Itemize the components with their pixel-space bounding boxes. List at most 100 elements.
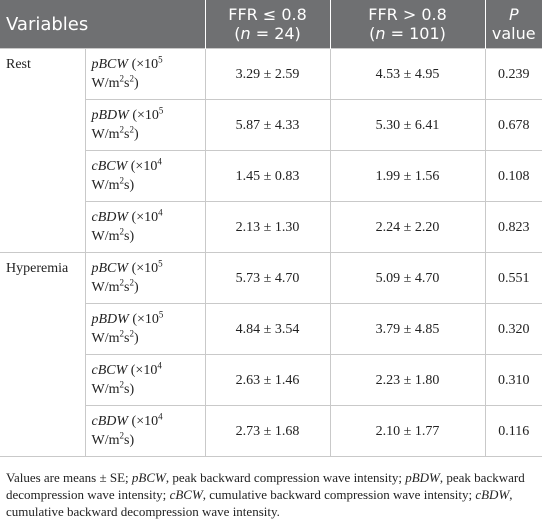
superscript: 4 [158, 207, 163, 218]
superscript: 5 [158, 54, 163, 65]
value-cell: 0.239 [484, 48, 542, 100]
value-cell: 5.30 ± 6.41 [329, 99, 486, 151]
text: (×10 [127, 159, 158, 174]
header-line: Variables [6, 15, 199, 34]
text: Variables [6, 13, 89, 35]
value-cell: 1.99 ± 1.56 [329, 150, 486, 202]
header-line: FFR ≤ 0.8 [212, 5, 324, 24]
table-row: Rest pBCW (×105 W/m2s2) 3.29 ± 2.59 4.53 ± … [0, 48, 542, 253]
value-cell: 4.53 ± 4.95 [329, 48, 486, 100]
italic-text: cBCW [91, 363, 128, 378]
text: W/m [91, 331, 120, 346]
value-cell: 4.84 ± 3.54 [204, 303, 331, 355]
value-cell: 0.678 [484, 99, 542, 151]
superscript: 2 [119, 226, 125, 237]
text: ) [133, 331, 139, 346]
superscript: 2 [129, 73, 134, 84]
text: W/m [91, 229, 120, 244]
text: FFR > 0.8 [368, 5, 447, 24]
text: = 101) [385, 24, 446, 43]
text: ( [369, 24, 376, 43]
table-row: Hyperemia pBCW (×105 W/m2s2) 5.73 ± 4.70 5.… [0, 252, 542, 457]
text: , cumulative backward compression wave i… [202, 487, 476, 502]
value-cell: 5.09 ± 4.70 [329, 252, 486, 304]
variable-cell: pBCW (×105 W/m2s2) [84, 252, 206, 304]
text: W/m [91, 280, 120, 295]
text: s [124, 280, 130, 295]
variable-cell: pBDW (×105 W/m2s2) [85, 99, 206, 151]
text: ( [234, 24, 241, 43]
superscript: 2 [119, 430, 125, 441]
table-row: pBDW (×105 W/m2s2) 4.84 ± 3.54 3.79 ± 4.85… [0, 303, 542, 355]
italic-text: cBDW [475, 487, 510, 502]
text: Values are means ± SE; [6, 470, 132, 485]
superscript: 4 [157, 360, 162, 371]
italic-text: pBCW [131, 470, 166, 485]
superscript: 2 [129, 277, 134, 288]
variable-cell: cBCW (×104 W/m2s) [85, 354, 206, 406]
text: (×10 [128, 312, 159, 327]
superscript: 2 [119, 379, 125, 390]
value-cell: 0.108 [484, 150, 542, 202]
text: (×10 [128, 261, 159, 276]
text: s) [124, 229, 135, 244]
value-cell: 0.551 [484, 252, 542, 304]
text: W/m [91, 433, 120, 448]
text: W/m [91, 76, 120, 91]
group-cell: Hyperemia [0, 252, 86, 457]
table-row: cBCW (×104 W/m2s) 2.63 ± 1.46 2.23 ± 1.80 0… [0, 354, 542, 406]
text: s) [124, 178, 135, 193]
footnote: Values are means ± SE; pBCW, peak backwa… [0, 457, 542, 520]
italic-text: n [240, 24, 251, 43]
italic-text: n [375, 24, 386, 43]
text: (×10 [128, 414, 159, 429]
text: W/m [91, 382, 120, 397]
header-line: (n = 101) [337, 24, 479, 43]
text: ) [133, 280, 139, 295]
header-cell: Variables [0, 0, 206, 49]
superscript: 5 [158, 258, 163, 269]
italic-text: pBCW [91, 261, 129, 276]
value-cell: 2.13 ± 1.30 [204, 201, 331, 253]
italic-text: pBCW [91, 57, 129, 72]
value-cell: 2.63 ± 1.46 [204, 354, 331, 406]
text: (×10 [127, 363, 158, 378]
value-cell: 0.320 [484, 303, 542, 355]
superscript: 2 [119, 73, 125, 84]
variable-cell: cBCW (×104 W/m2s) [85, 150, 206, 202]
table-body: Rest pBCW (×105 W/m2s2) 3.29 ± 2.59 4.53 ± … [0, 48, 542, 457]
table-row: pBDW (×105 W/m2s2) 5.87 ± 4.33 5.30 ± 6.41… [0, 99, 542, 151]
text: W/m [91, 127, 120, 142]
italic-text: pBDW [91, 108, 129, 123]
superscript: 4 [157, 156, 162, 167]
header-line: (n = 24) [212, 24, 324, 43]
text: = 24) [250, 24, 301, 43]
variable-cell: pBCW (×105 W/m2s2) [84, 48, 206, 100]
superscript: 2 [119, 328, 125, 339]
header-row: Variables FFR ≤ 0.8 (n = 24) FFR > 0.8 (n = … [0, 0, 542, 49]
data-table: Variables FFR ≤ 0.8 (n = 24) FFR > 0.8 (n = … [0, 0, 542, 457]
value-cell: 0.823 [484, 201, 542, 253]
italic-text: cBDW [91, 210, 129, 225]
text: ) [133, 127, 139, 142]
superscript: 2 [119, 175, 125, 186]
value-cell: 2.73 ± 1.68 [204, 405, 331, 457]
value-cell: 2.23 ± 1.80 [329, 354, 486, 406]
text: s [124, 331, 130, 346]
table-row: cBDW (×104 W/m2s) 2.73 ± 1.68 2.10 ± 1.77 0… [0, 405, 542, 457]
value-cell: 2.24 ± 2.20 [329, 201, 486, 253]
italic-text: pBDW [91, 312, 129, 327]
superscript: 5 [158, 309, 164, 320]
text: s) [124, 382, 135, 397]
header-cell: FFR ≤ 0.8 (n = 24) [204, 0, 331, 49]
superscript: 2 [129, 124, 134, 135]
text: ) [133, 76, 139, 91]
text: (×10 [128, 108, 159, 123]
text: FFR ≤ 0.8 [228, 5, 307, 24]
text: , peak backward compression wave intensi… [165, 470, 406, 485]
value-cell: 1.45 ± 0.83 [204, 150, 331, 202]
value-cell: 2.10 ± 1.77 [329, 405, 486, 457]
value-cell: 5.73 ± 4.70 [204, 252, 331, 304]
